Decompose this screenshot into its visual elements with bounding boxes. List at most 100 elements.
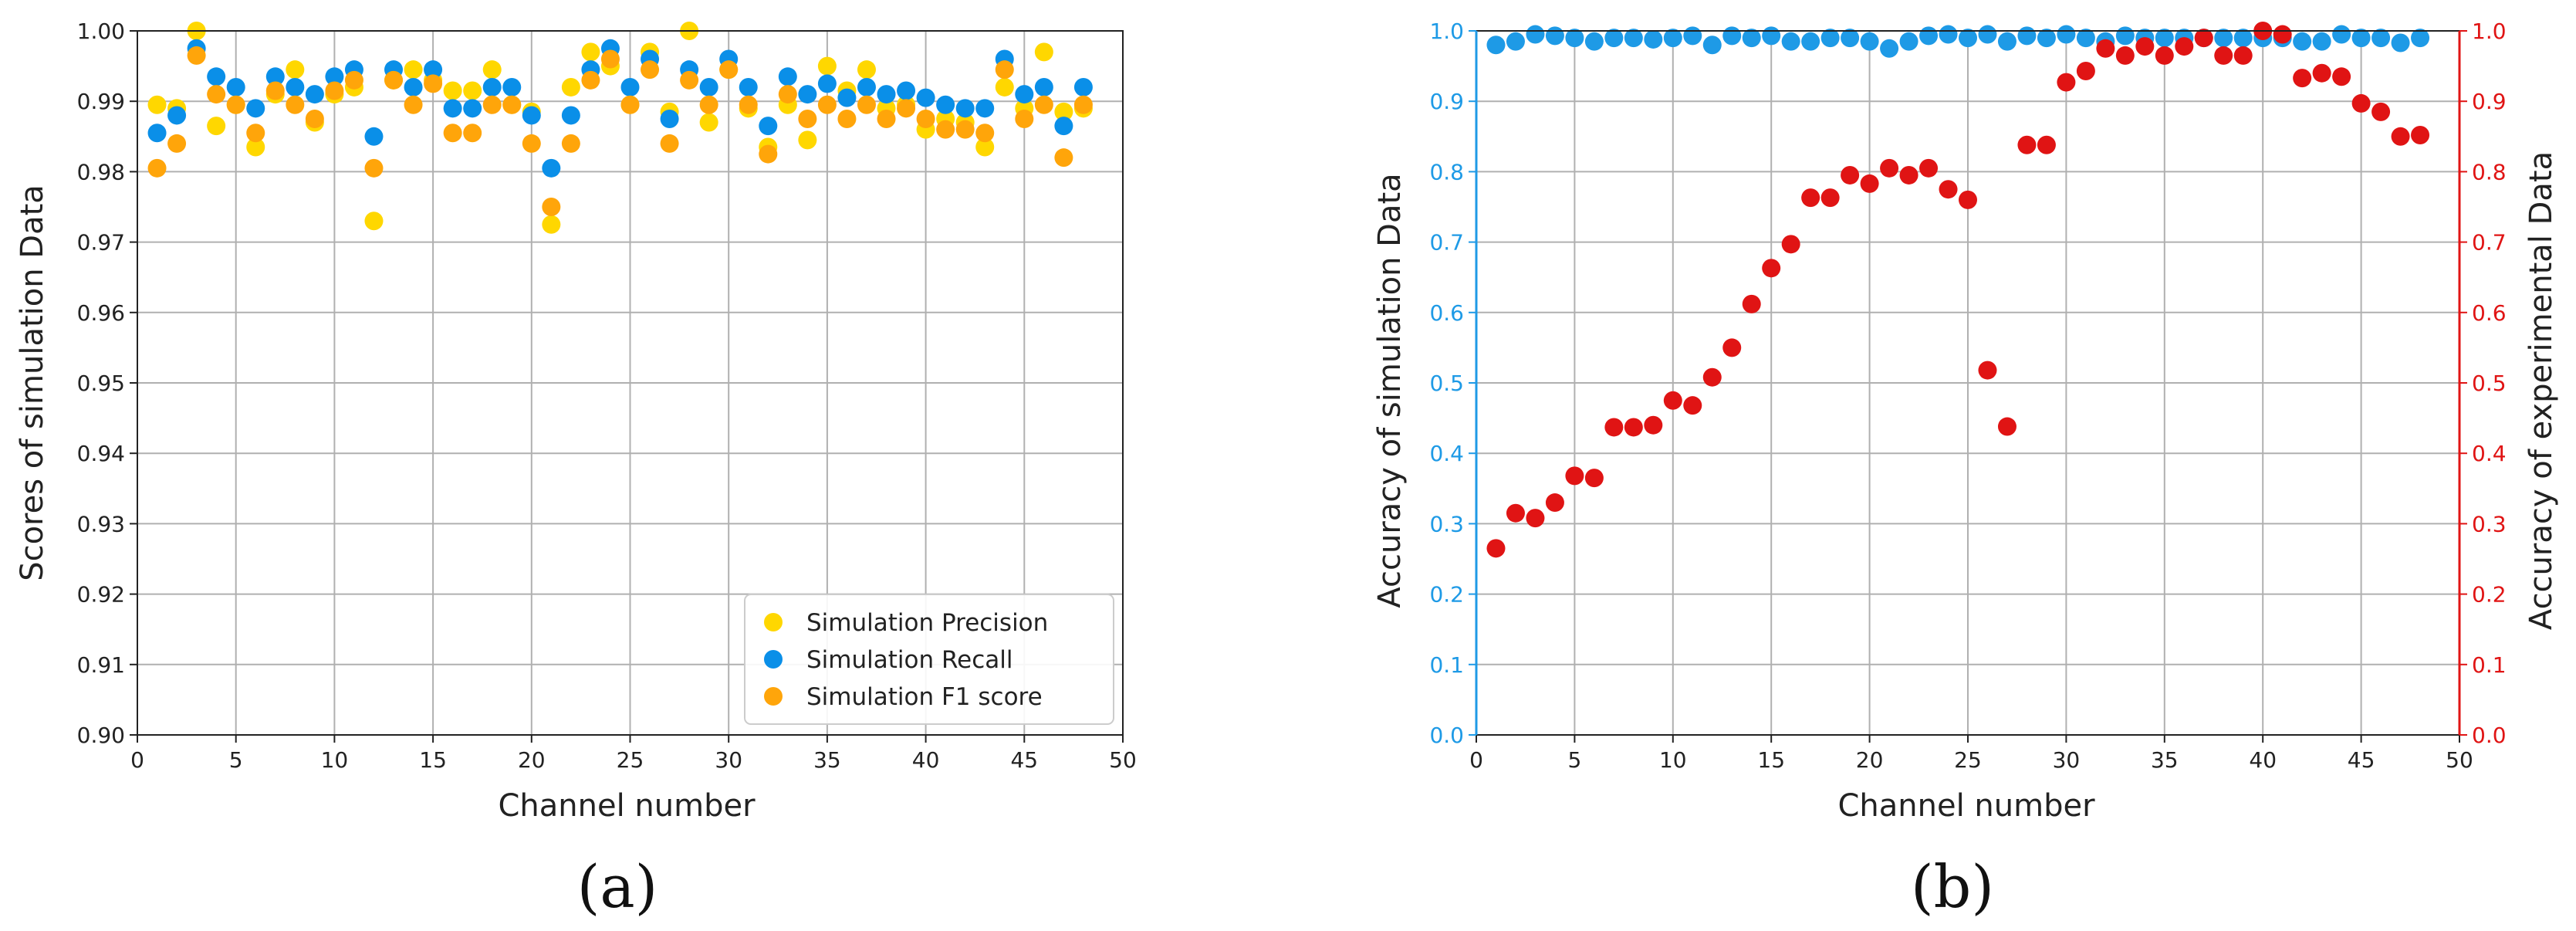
chart-b-point-right (2037, 135, 2056, 154)
chart-a-point-s1 (620, 77, 640, 96)
chart-b-point-left (1565, 29, 1584, 48)
chart-a-x-tick-label: 50 (1109, 747, 1137, 773)
chart-b-point-left (1880, 39, 1899, 58)
chart-a-point-s1 (778, 67, 797, 86)
chart-b-point-right (1801, 188, 1820, 208)
chart-b-point-left (1762, 26, 1781, 46)
chart-b-point-left (1841, 29, 1860, 48)
chart-b-right-tick-label: 0.7 (2472, 230, 2507, 256)
chart-b-point-right (1644, 415, 1663, 435)
chart-a-point-s1 (739, 77, 758, 96)
chart-a-point-s2 (246, 124, 265, 143)
chart-b-right-y-axis-label: Accuracy of experimental Data (2524, 151, 2559, 630)
chart-b-point-right (1820, 188, 1840, 208)
chart-a-point-s1 (837, 88, 857, 107)
chart-b-x-tick-label: 45 (2348, 747, 2375, 773)
chart-a-point-s1 (443, 99, 462, 118)
chart-a-point-s1 (286, 77, 305, 96)
chart-b-point-left (1644, 29, 1663, 49)
chart-a-point-s1 (207, 67, 226, 86)
chart-b-point-right (2155, 46, 2174, 65)
chart-a-point-s1 (1073, 77, 1093, 96)
chart-b-point-left (1526, 25, 1545, 44)
chart-b-left-tick-label: 0.6 (1429, 300, 1464, 326)
chart-b-point-left (1486, 36, 1506, 55)
chart-b-point-right (1880, 158, 1899, 178)
chart-a-x-tick-label: 10 (321, 747, 349, 773)
chart-b-point-right (1841, 165, 1860, 185)
chart-a-point-s2 (1034, 95, 1053, 114)
chart-b-point-right (2017, 135, 2037, 154)
chart-a-point-s1 (482, 77, 502, 96)
chart-b-point-right (1781, 235, 1800, 254)
chart-b-right-tick-label: 0.1 (2472, 652, 2507, 678)
chart-a-point-s2 (561, 134, 580, 153)
chart-b-x-axis-label: Channel number (1837, 788, 2095, 824)
chart-a-point-s2 (305, 110, 324, 128)
chart-b-point-right (1604, 418, 1624, 437)
chart-b-left-tick-label: 0.8 (1429, 159, 1464, 185)
chart-a-point-s1 (975, 99, 995, 118)
chart-b-point-right (2194, 29, 2213, 48)
chart-a-point-s1 (463, 99, 482, 118)
chart-b-point-left (1997, 32, 2017, 51)
chart-b-point-left (2391, 33, 2410, 52)
chart-a-x-tick-label: 15 (419, 747, 447, 773)
chart-a-point-s0 (482, 60, 502, 80)
chart-b-point-left (1978, 25, 1997, 44)
chart-a-point-s1 (522, 106, 541, 125)
chart-b-point-left (1604, 29, 1624, 48)
chart-a-x-tick-label: 40 (912, 747, 940, 773)
chart-a-point-s1 (167, 106, 187, 125)
chart-a-point-s2 (167, 134, 187, 153)
chart-b-left-tick-label: 0.1 (1429, 652, 1464, 678)
chart-a-point-s2 (384, 70, 404, 90)
chart-a-point-s2 (325, 81, 344, 100)
chart-a-point-s2 (265, 81, 285, 100)
chart-b-point-right (2135, 37, 2155, 56)
chart-a-point-s2 (404, 95, 423, 114)
chart-b-x-tick-label: 5 (1567, 747, 1581, 773)
chart-a: 0 5 10 15 20 25 30 35 40 45 50 0.90 0.91 0.92 0.93 0.94… (15, 19, 1137, 921)
chart-a-point-s1 (699, 77, 718, 96)
chart-b-point-left (1624, 29, 1643, 48)
chart-a-y-tick-label: 0.90 (77, 723, 125, 748)
chart-b-point-left (1860, 32, 1879, 51)
chart-b-point-left (2351, 29, 2371, 48)
chart-b-left-tick-label: 0.3 (1429, 511, 1464, 537)
chart-a-point-s1 (305, 85, 324, 104)
chart-b-point-right (2057, 73, 2076, 92)
chart-b-ticks: 0 5 10 15 20 25 30 35 40 45 500.00.10.20.30.40.50.… (1429, 19, 2506, 773)
chart-b-point-left (1959, 29, 1977, 48)
chart-b-point-right (1742, 294, 1761, 313)
chart-a-point-s2 (147, 158, 167, 178)
chart-a-legend-label: Simulation F1 score (806, 683, 1043, 711)
chart-b-point-right (1919, 158, 1939, 178)
chart-a-point-s0 (817, 56, 837, 76)
chart-b-point-right (2233, 46, 2253, 65)
chart-b-point-left (1781, 32, 1800, 51)
chart-a-point-s2 (581, 70, 600, 90)
chart-b-point-left (2057, 25, 2076, 44)
chart-b-point-right (2411, 125, 2430, 144)
chart-a-point-s0 (246, 137, 265, 157)
chart-a-x-tick-label: 25 (617, 747, 644, 773)
chart-a-point-s1 (817, 74, 837, 93)
chart-b-point-left (2076, 29, 2095, 48)
chart-a-point-s2 (955, 120, 975, 139)
chart-a-point-s1 (424, 60, 443, 80)
chart-b-right-tick-label: 0.4 (2472, 441, 2507, 466)
chart-b-point-right (2391, 127, 2410, 146)
chart-b-point-right (2175, 37, 2194, 56)
chart-b-point-right (1526, 509, 1545, 528)
chart-a-legend: Simulation Precision Simulation Recall Sim… (744, 594, 1114, 725)
chart-a-point-s2 (837, 110, 857, 128)
chart-a-point-s2 (916, 110, 935, 128)
chart-b-point-right (2371, 102, 2391, 121)
chart-a-point-s0 (561, 77, 580, 96)
chart-b-point-right (1722, 338, 1742, 357)
chart-b-point-right (1663, 391, 1682, 410)
chart-b-point-left (2017, 26, 2037, 46)
chart-a-point-s0 (443, 81, 462, 100)
chart-b-point-left (1584, 32, 1604, 51)
